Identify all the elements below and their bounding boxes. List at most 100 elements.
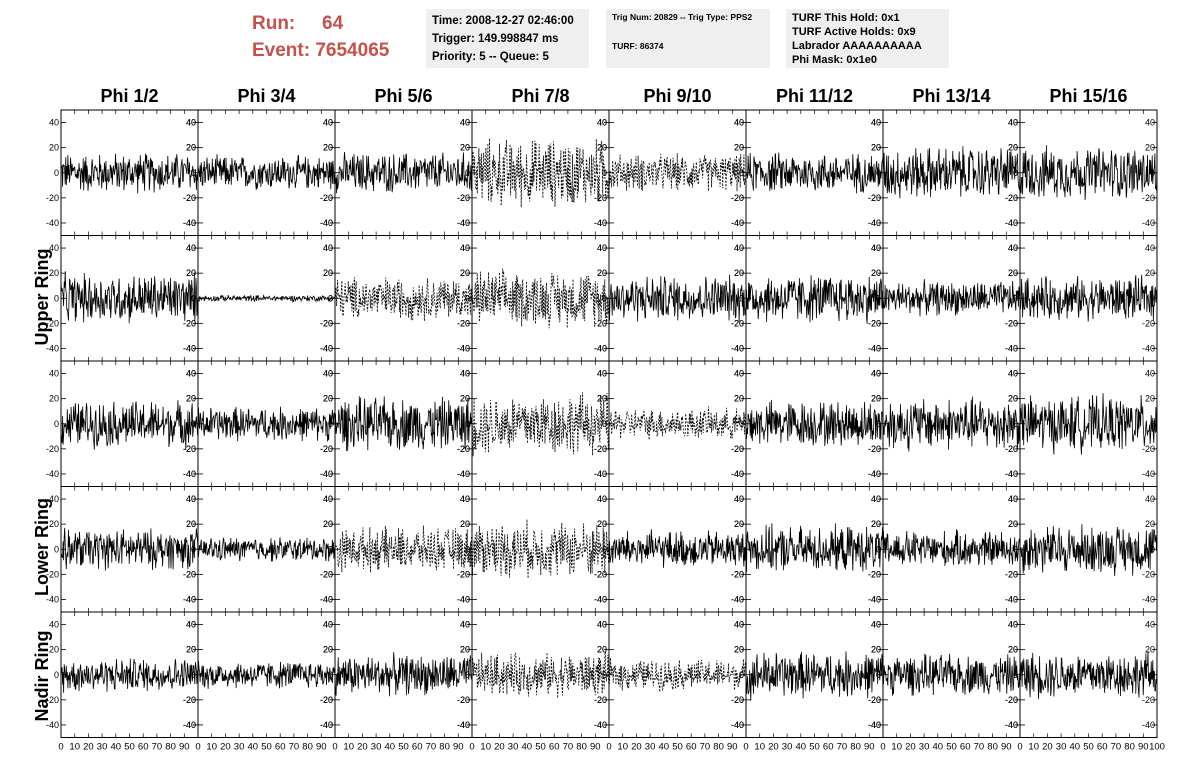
y-tick-label: 20 xyxy=(186,268,196,278)
waveform-panel: -40 -40 -20 -20 0 0 20 20 40 40 xyxy=(457,109,610,236)
run-label: Run: xyxy=(252,13,296,34)
y-tick-label: -20 xyxy=(731,444,744,454)
y-tick-label: -20 xyxy=(1142,444,1155,454)
x-tick-label: 50 xyxy=(535,742,546,753)
y-tick-label: -40 xyxy=(1005,594,1018,604)
y-tick-label: -20 xyxy=(868,569,881,579)
y-tick-label: -20 xyxy=(731,444,744,454)
y-tick-label: -40 xyxy=(1142,720,1155,730)
y-tick-label: -20 xyxy=(594,695,607,705)
y-tick-label: -20 xyxy=(320,444,333,454)
x-tick-label: 50 xyxy=(809,742,820,753)
y-tick-label: 20 xyxy=(871,143,881,153)
y-tick-label: 40 xyxy=(186,494,196,504)
y-tick-label: 0 xyxy=(191,168,196,178)
y-tick-label: -20 xyxy=(183,444,196,454)
y-tick-label: 40 xyxy=(1008,118,1018,128)
y-tick-label: 40 xyxy=(1145,494,1155,504)
y-tick-label: -20 xyxy=(183,193,196,203)
y-tick-label: -20 xyxy=(594,444,607,454)
y-tick-label: 40 xyxy=(1145,369,1155,379)
y-tick-label: -40 xyxy=(320,218,333,228)
y-tick-label: 20 xyxy=(186,645,196,655)
y-tick-label: 20 xyxy=(323,143,333,153)
y-tick-label: -40 xyxy=(731,218,744,228)
y-tick-label: 20 xyxy=(460,519,470,529)
x-tick-label: 0 xyxy=(606,742,611,753)
x-tick-label: 60 xyxy=(549,742,560,753)
y-tick-label: 20 xyxy=(871,519,881,529)
y-tick-label: -20 xyxy=(868,318,881,328)
waveform-trace xyxy=(1019,524,1158,576)
waveform-panel: -40 -40 -20 -20 0 0 20 20 40 40 xyxy=(320,486,473,613)
y-tick-label: 20 xyxy=(597,645,607,655)
y-tick-label: -40 xyxy=(183,720,196,730)
x-tick-label: 40 xyxy=(933,742,944,753)
y-tick-label: 0 xyxy=(602,293,607,303)
x-tick-label: 20 xyxy=(494,742,505,753)
y-tick-label: -20 xyxy=(183,193,196,203)
x-tick-label: 10 xyxy=(206,742,217,753)
y-tick-label: -20 xyxy=(1005,695,1018,705)
waveform-trace xyxy=(334,652,473,697)
y-tick-label: -20 xyxy=(457,569,470,579)
y-tick-label: 40 xyxy=(871,243,881,253)
y-tick-label: -40 xyxy=(731,720,744,730)
y-tick-label: -40 xyxy=(731,594,744,604)
x-tick-label: 30 xyxy=(371,742,382,753)
y-tick-label: -20 xyxy=(1005,318,1018,328)
y-tick-label: 20 xyxy=(323,519,333,529)
y-tick-label: 40 xyxy=(597,118,607,128)
y-tick-label: 40 xyxy=(49,118,59,128)
y-tick-label: -20 xyxy=(868,193,881,203)
y-tick-label: -20 xyxy=(1005,695,1018,705)
y-tick-label: -40 xyxy=(457,469,470,479)
y-tick-label: -40 xyxy=(594,594,607,604)
waveform-trace xyxy=(60,271,199,324)
y-tick-label: 20 xyxy=(49,394,59,404)
waveform-trace xyxy=(471,519,610,579)
waveform-panel: -40 -40 -20 -20 0 0 20 20 40 40 xyxy=(868,486,1021,613)
y-tick-label: 20 xyxy=(597,143,607,153)
y-tick-label: 20 xyxy=(460,645,470,655)
y-tick-label: 0 xyxy=(328,670,333,680)
y-tick-label: -40 xyxy=(46,343,59,353)
y-tick-label: 20 xyxy=(734,143,744,153)
y-tick-label: 0 xyxy=(465,670,470,680)
y-tick-label: 20 xyxy=(597,519,607,529)
x-tick-label: 20 xyxy=(768,742,779,753)
y-tick-label: 20 xyxy=(49,268,59,278)
y-tick-label: 40 xyxy=(460,620,470,630)
y-tick-label: -40 xyxy=(457,218,470,228)
column-header-phi-13-14: Phi 13/14 xyxy=(912,86,991,106)
x-tick-label: 70 xyxy=(974,742,985,753)
panel-frame xyxy=(608,109,747,236)
y-tick-label: -40 xyxy=(868,469,881,479)
y-tick-label: 40 xyxy=(1008,243,1018,253)
y-tick-label: 20 xyxy=(871,268,881,278)
waveform-panel: -40 -40 -20 -20 0 0 20 20 40 40 xyxy=(731,235,884,362)
y-tick-label: -40 xyxy=(183,343,196,353)
y-tick-label: -20 xyxy=(868,569,881,579)
y-tick-label: -40 xyxy=(594,469,607,479)
y-tick-label: -40 xyxy=(457,594,470,604)
y-tick-label: -40 xyxy=(183,594,196,604)
y-tick-label: 40 xyxy=(460,369,470,379)
y-tick-label: 40 xyxy=(734,620,744,630)
x-tick-label: 10 xyxy=(480,742,491,753)
y-tick-label: -40 xyxy=(1005,720,1018,730)
y-tick-label: 20 xyxy=(871,394,881,404)
y-tick-label: 40 xyxy=(597,494,607,504)
waveform-panel: -40 -40 -20 -20 0 0 20 20 40 40 xyxy=(868,235,1021,362)
waveform-trace xyxy=(882,146,1021,199)
y-tick-label: 0 xyxy=(328,544,333,554)
y-tick-label: 20 xyxy=(1008,268,1018,278)
y-tick-label: 40 xyxy=(734,118,744,128)
x-tick-label: 0 xyxy=(1017,742,1022,753)
y-tick-label: -40 xyxy=(320,720,333,730)
y-tick-label: 20 xyxy=(734,143,744,153)
y-tick-label: -40 xyxy=(183,720,196,730)
y-tick-label: -40 xyxy=(731,469,744,479)
y-tick-label: 40 xyxy=(49,494,59,504)
waveform-trace xyxy=(334,525,473,573)
